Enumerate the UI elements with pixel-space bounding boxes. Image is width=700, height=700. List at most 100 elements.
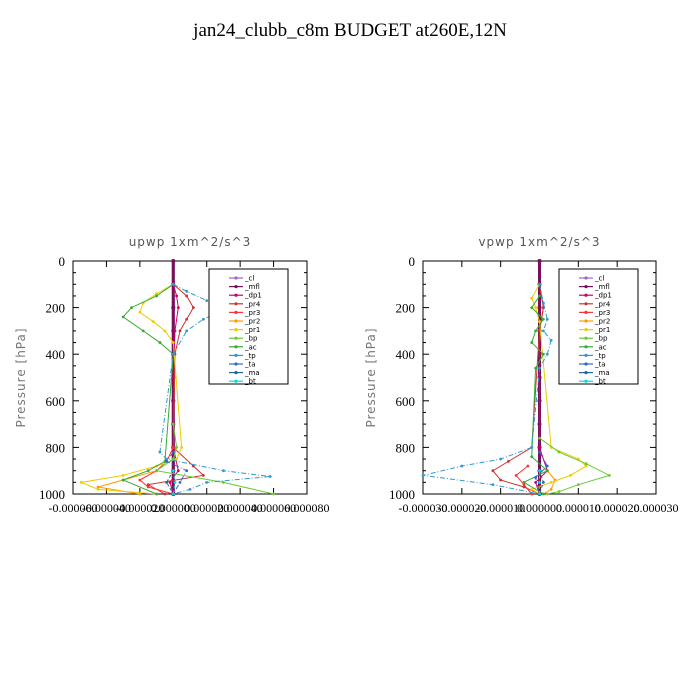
series-point-ac	[141, 329, 145, 333]
series-point-ac	[155, 294, 158, 298]
series-point-dp1	[171, 376, 175, 379]
legend-label: _bp	[594, 335, 608, 343]
legend-marker	[584, 345, 588, 349]
series-point-pr4	[201, 473, 205, 477]
series-point-dp1	[175, 294, 179, 298]
y-tick-label: 400	[396, 347, 416, 362]
legend-label: _pr4	[594, 300, 611, 308]
series-point-ac	[534, 329, 538, 333]
legend-box	[558, 268, 639, 385]
legend-label: _mfl	[244, 283, 260, 291]
series-point-dp1	[173, 329, 177, 333]
series-point-pr2	[138, 492, 142, 496]
series-point-ma	[165, 480, 169, 484]
series-point-mfl	[537, 259, 542, 263]
series-point-pr4	[522, 485, 526, 489]
series-point-bt	[538, 492, 541, 496]
series-point-pr3	[171, 446, 175, 449]
series-point-tp	[165, 457, 169, 461]
legend-label: _ma	[594, 369, 610, 377]
legend-label: _mfl	[594, 283, 610, 291]
series-point-pr1	[538, 320, 541, 323]
legend-label: _cl	[244, 275, 254, 283]
legend-marker	[234, 319, 238, 323]
y-tick-label: 1000	[39, 487, 65, 502]
legend-marker	[234, 302, 238, 306]
series-point-dp1	[538, 446, 541, 449]
series-point-tp	[222, 469, 225, 473]
legend-marker	[234, 328, 238, 332]
series-point-ac	[155, 492, 158, 496]
legend-marker	[584, 362, 588, 366]
legend-label: _pr3	[594, 309, 610, 317]
series-point-ac	[530, 341, 534, 344]
y-tick-label: 1000	[389, 487, 415, 502]
series-line-pr1	[79, 283, 183, 495]
series-point-bt	[538, 469, 541, 473]
legend-label: _bt	[594, 378, 606, 386]
series-point-mfl	[537, 305, 542, 310]
series-point-pr4	[163, 492, 167, 496]
series-point-tp	[541, 301, 545, 305]
series-point-pr4	[185, 294, 189, 298]
y-tick-label: 200	[46, 301, 66, 316]
series-point-bp	[171, 422, 175, 426]
series-point-mfl	[171, 259, 176, 263]
legend-marker	[584, 328, 588, 332]
series-point-bt	[171, 469, 175, 473]
series-line-ta	[535, 451, 548, 495]
series-point-ac	[541, 492, 545, 496]
panel-title: upwp 1xm^2/s^3	[129, 235, 252, 249]
panel-vpwp: vpwp 1xm^2/s^3 Pressure [hPa] 0 200 400 600 80…	[364, 235, 679, 515]
series-line-tp	[422, 284, 552, 495]
series-point-tp	[205, 299, 209, 303]
legend-label: _dp1	[244, 292, 262, 300]
series-point-bp	[222, 480, 225, 484]
y-tick-label: 800	[396, 440, 416, 455]
series-point-ta	[185, 469, 189, 473]
series-point-tp	[188, 487, 192, 491]
x-tick-label: -0.000020	[437, 501, 486, 515]
series-point-ac	[530, 306, 534, 309]
series-point-tp	[185, 329, 189, 333]
series-point-bp	[576, 483, 580, 487]
series-point-pr1	[79, 480, 83, 484]
series-point-ac	[158, 341, 162, 344]
series-point-pr4	[491, 469, 495, 473]
legend-label: _bt	[244, 378, 256, 386]
x-tick-label: -0.000020	[115, 501, 164, 515]
series-point-pr1	[121, 473, 125, 477]
series-point-pr1	[175, 457, 179, 461]
series-point-ac	[541, 317, 545, 321]
legend-marker	[584, 371, 588, 375]
x-tick-label: -0.000010	[476, 501, 525, 515]
series-point-pr4	[499, 478, 503, 482]
legend-label: _dp1	[594, 292, 612, 300]
series-point-pr1	[584, 464, 588, 468]
legend-marker	[234, 276, 238, 280]
series-point-tp	[185, 289, 189, 293]
series-point-tp	[201, 317, 205, 321]
legend-label: _pr2	[244, 318, 260, 326]
series-line-bp	[155, 424, 274, 495]
series-point-tp	[171, 352, 175, 356]
series-point-pr2	[96, 485, 100, 489]
series-point-bp	[545, 492, 549, 496]
legend-label: _ma	[244, 369, 260, 377]
series-point-tp	[268, 475, 272, 478]
series-point-bp	[538, 436, 541, 440]
series-point-bt	[173, 480, 177, 484]
series-line-pr4	[146, 283, 205, 495]
series-point-pr1	[138, 310, 142, 314]
legend-marker	[584, 293, 588, 297]
series-point-pr1	[530, 487, 534, 491]
series-point-dp1	[534, 480, 538, 484]
series-point-ta	[538, 450, 541, 454]
series-point-bp	[557, 450, 561, 454]
series-point-pr3	[138, 478, 142, 482]
y-axis-label: Pressure [hPa]	[14, 327, 28, 427]
series-point-dp1	[168, 480, 172, 484]
series-point-ac	[130, 306, 133, 309]
series-point-ac	[121, 315, 125, 319]
series-line-pr4	[492, 284, 544, 495]
